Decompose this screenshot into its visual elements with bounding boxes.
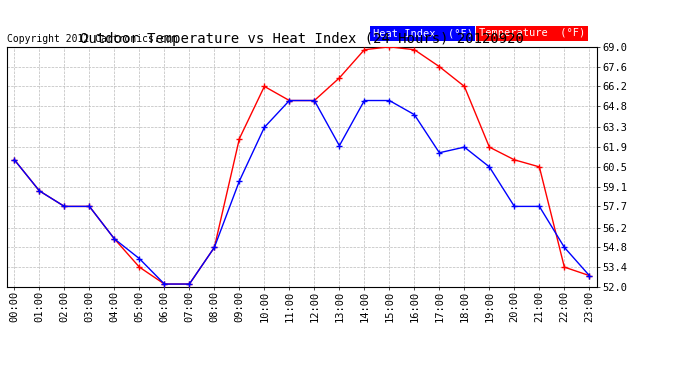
Title: Outdoor Temperature vs Heat Index (24 Hours) 20120920: Outdoor Temperature vs Heat Index (24 Ho…: [80, 32, 524, 46]
Text: Copyright 2012 Cartronics.com: Copyright 2012 Cartronics.com: [7, 34, 177, 45]
Text: Heat Index  (°F): Heat Index (°F): [373, 28, 473, 39]
Text: Temperature  (°F): Temperature (°F): [479, 28, 585, 39]
